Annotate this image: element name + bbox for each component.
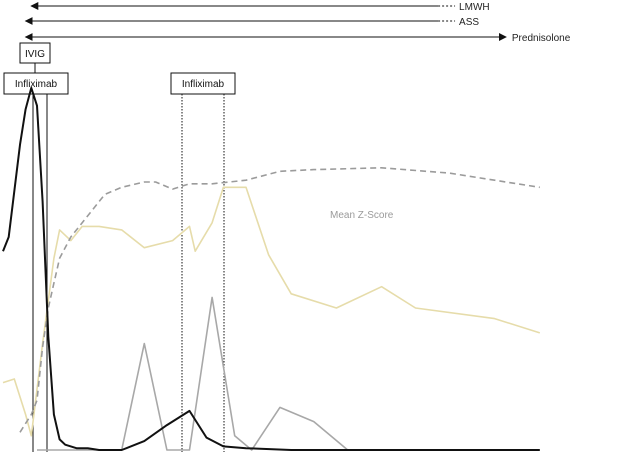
mean-z-score-label: Mean Z-Score [330,210,394,221]
series-line-black [2,86,540,451]
ivig-box [19,42,51,64]
prednisolone-label: Prednisolone [512,33,571,44]
series-layer [2,86,541,451]
series-line-gray [37,296,540,451]
treatment-markers: IVIG Infliximab Infliximab [3,42,236,452]
treatment-arrows: LMWH ASS Prednisolone [24,2,571,44]
infliximab-2-box [170,72,236,95]
infliximab-1-label: Infliximab [15,79,58,90]
series-line-yellow [2,186,541,437]
series-line-mean-z-score [19,167,540,433]
infliximab-2-label: Infliximab [182,79,225,90]
lmwh-label: LMWH [459,2,490,13]
infliximab-1-box [3,72,69,95]
ass-label: ASS [459,17,479,28]
ivig-label: IVIG [25,49,45,60]
